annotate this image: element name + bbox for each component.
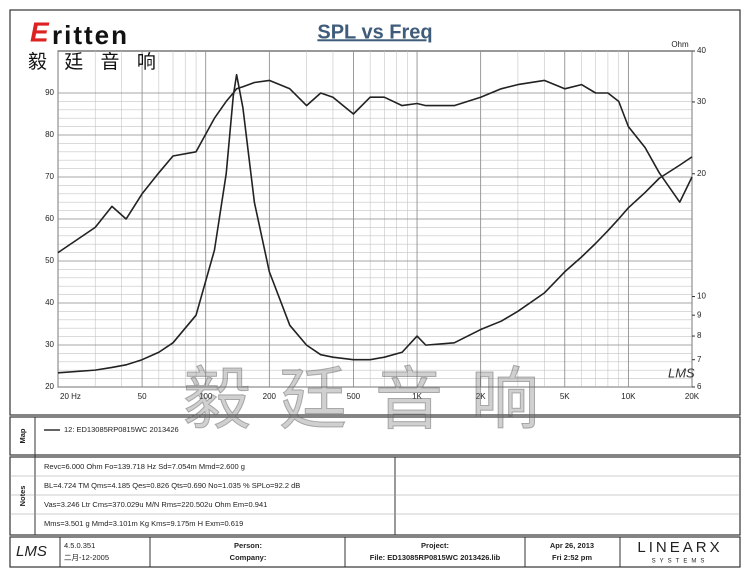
plot-area: 20 Hz 50 100 200 500 1K 2K 5K 10K 20K 20 30 40 50 60 70… xyxy=(45,46,706,401)
y-tick-label: 60 xyxy=(45,214,54,223)
footer-brand-sub: SYSTEMS xyxy=(652,559,709,565)
y-tick-label: 50 xyxy=(45,256,54,265)
y-tick-label: 80 xyxy=(45,130,54,139)
x-tick-label: 5K xyxy=(560,392,570,401)
note-line: Mms=3.501 g Mmd=3.101m Kg Kms=9.175m H E… xyxy=(44,519,243,528)
y2-tick-label: 30 xyxy=(697,97,706,106)
x-tick-label: 10K xyxy=(621,392,636,401)
footer-company: Company: xyxy=(230,553,267,562)
logo-chinese: 毅 廷 音 响 xyxy=(28,51,162,73)
data-line xyxy=(57,79,693,254)
y-tick-label: 30 xyxy=(45,340,54,349)
note-line: Revc=6.000 Ohm Fo=139.718 Hz Sd=7.054m M… xyxy=(44,462,245,471)
footer-file: File: ED13085RP0815WC 2013426.lib xyxy=(370,553,501,562)
y2-tick-label: 20 xyxy=(697,169,706,178)
x-tick-label: 20K xyxy=(685,392,700,401)
notes-panel xyxy=(9,456,741,536)
footer-panel xyxy=(9,536,741,568)
footer-lms: LMS xyxy=(16,543,47,560)
note-line: Vas=3.246 Ltr Cms=370.029u M/N Rms=220.5… xyxy=(44,500,267,509)
logo-initial: E xyxy=(30,16,50,47)
footer-project: Project: xyxy=(421,541,449,550)
map-panel xyxy=(9,416,741,456)
lms-mark: LMS xyxy=(668,365,695,380)
data-line xyxy=(57,73,693,374)
x-tick-label: 20 Hz xyxy=(60,392,81,401)
footer-person: Person: xyxy=(234,541,262,550)
y-tick-label: 40 xyxy=(45,298,54,307)
y-tick-label: 70 xyxy=(45,172,54,181)
footer-date: Apr 26, 2013 xyxy=(550,541,594,550)
y-tick-label: 20 xyxy=(45,382,54,391)
footer-brand: LINEARX xyxy=(637,539,722,556)
x-tick-label: 50 xyxy=(138,392,147,401)
x-tick-label: 500 xyxy=(347,392,361,401)
footer-version-date: 二月-12-2005 xyxy=(64,553,109,562)
y2-tick-label: 6 xyxy=(697,382,702,391)
y2-tick-label: 9 xyxy=(697,310,702,319)
x-tick-label: 1K xyxy=(412,392,422,401)
note-line: BL=4.724 TM Qms=4.185 Qes=0.826 Qts=0.69… xyxy=(44,481,300,490)
x-tick-label: 100 xyxy=(199,392,213,401)
y2-axis-label: Ohm xyxy=(671,40,689,49)
footer-version: 4.5.0.351 xyxy=(64,541,95,550)
chart-frame xyxy=(9,9,741,416)
x-tick-label: 2K xyxy=(476,392,486,401)
legend-entry: 12: ED13085RP0815WC 2013426 xyxy=(64,425,179,434)
x-tick-label: 200 xyxy=(263,392,277,401)
y-tick-label: 90 xyxy=(45,88,54,97)
map-label: Map xyxy=(18,428,27,443)
y2-tick-label: 10 xyxy=(697,292,706,301)
y2-tick-label: 40 xyxy=(697,46,706,55)
y2-tick-label: 7 xyxy=(697,355,702,364)
chart-title: SPL vs Freq xyxy=(317,21,432,43)
notes-label: Notes xyxy=(18,486,27,507)
watermark: 毅廷音响 xyxy=(183,362,567,438)
y2-tick-label: 8 xyxy=(697,331,702,340)
logo-text: ritten xyxy=(52,20,129,50)
footer-time: Fri 2:52 pm xyxy=(552,553,592,562)
